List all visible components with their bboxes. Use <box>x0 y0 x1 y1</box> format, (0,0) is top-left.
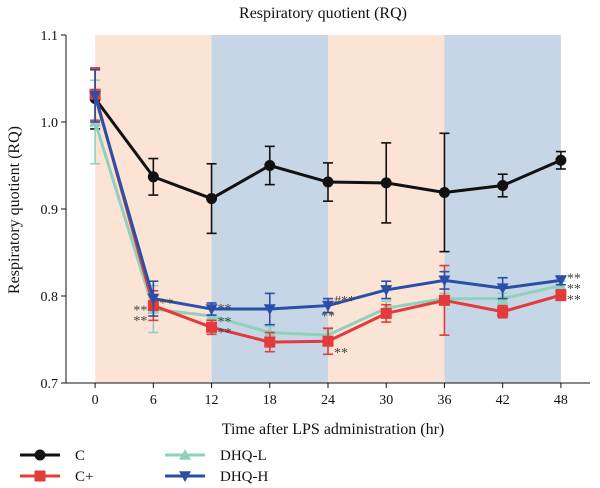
significance-label: ** <box>567 282 581 297</box>
y-tick-label: 0.9 <box>41 203 59 218</box>
x-tick-label: 36 <box>437 393 451 408</box>
data-point <box>206 193 218 205</box>
data-point <box>89 91 102 102</box>
significance-label: ** <box>567 271 581 286</box>
legend: C C+ DHQ-L DHQ-H <box>20 448 268 485</box>
significance-label: ** <box>218 302 232 317</box>
data-point <box>380 285 393 296</box>
legend-marker <box>34 470 46 482</box>
y-tick-label: 1.1 <box>41 29 59 44</box>
series-DHQ-H <box>89 69 567 326</box>
significance-label: #** <box>334 294 355 309</box>
background-bands <box>95 35 561 383</box>
y-tick-label: 0.7 <box>41 377 59 392</box>
legend-item-C+: C+ <box>20 469 93 485</box>
data-point <box>147 171 159 183</box>
legend-item-DHQ-L: DHQ-L <box>165 448 267 464</box>
legend-label: DHQ-L <box>220 448 267 464</box>
y-tick-label: 0.8 <box>41 290 59 305</box>
x-tick-label: 18 <box>263 393 277 408</box>
significance-label: ** <box>218 326 232 341</box>
x-axis-label: Time after LPS administration (hr) <box>222 421 445 438</box>
significance-label: ** <box>321 309 335 324</box>
significance-label: ** <box>567 293 581 308</box>
chart-title: Respiratory quotient (RQ) <box>239 5 407 22</box>
legend-marker <box>179 471 191 482</box>
legend-item-C: C <box>20 448 85 464</box>
data-point <box>438 186 450 198</box>
y-tick-label: 1.0 <box>41 116 59 131</box>
x-tick-label: 24 <box>321 393 335 408</box>
data-point <box>264 160 276 171</box>
significance-label: ** <box>133 314 147 329</box>
x-tick-label: 0 <box>92 393 99 408</box>
significance-annotations: ************#************ <box>133 271 581 361</box>
data-point <box>264 336 276 348</box>
data-point <box>205 304 218 316</box>
x-tick-label: 42 <box>496 393 510 408</box>
data-point <box>206 321 218 333</box>
x-tick-label: 6 <box>150 393 157 408</box>
data-point <box>438 294 450 306</box>
axes: 0.7 0.8 0.9 1.0 1.1 0 6 12 18 24 30 36 42 48 <box>41 29 590 408</box>
legend-marker <box>34 449 46 461</box>
significance-label: ** <box>334 346 348 361</box>
data-point <box>380 307 392 319</box>
data-point <box>497 306 509 318</box>
y-axis-label: Respiratory quotient (RQ) <box>6 126 23 294</box>
series-layer <box>89 67 567 356</box>
legend-label: DHQ-H <box>220 469 268 485</box>
legend-label: C+ <box>75 469 93 485</box>
data-point <box>322 335 334 347</box>
data-point <box>380 177 392 189</box>
x-tick-label: 30 <box>379 393 393 408</box>
data-point <box>263 304 276 316</box>
significance-label: ** <box>133 304 147 319</box>
data-point <box>322 300 334 312</box>
band-3 <box>444 35 561 383</box>
significance-label: ** <box>218 315 232 330</box>
data-point <box>322 176 334 188</box>
data-point <box>555 289 567 301</box>
legend-label: C <box>75 448 85 464</box>
legend-item-DHQ-H: DHQ-H <box>165 469 268 485</box>
data-point <box>554 275 567 287</box>
data-point <box>147 293 160 305</box>
data-point <box>438 275 451 287</box>
x-tick-label: 48 <box>554 393 568 408</box>
data-point <box>555 154 567 166</box>
data-point <box>497 180 509 192</box>
x-tick-label: 12 <box>205 393 219 408</box>
legend-marker <box>179 449 191 460</box>
significance-label: ** <box>159 297 173 312</box>
data-point <box>496 283 509 295</box>
